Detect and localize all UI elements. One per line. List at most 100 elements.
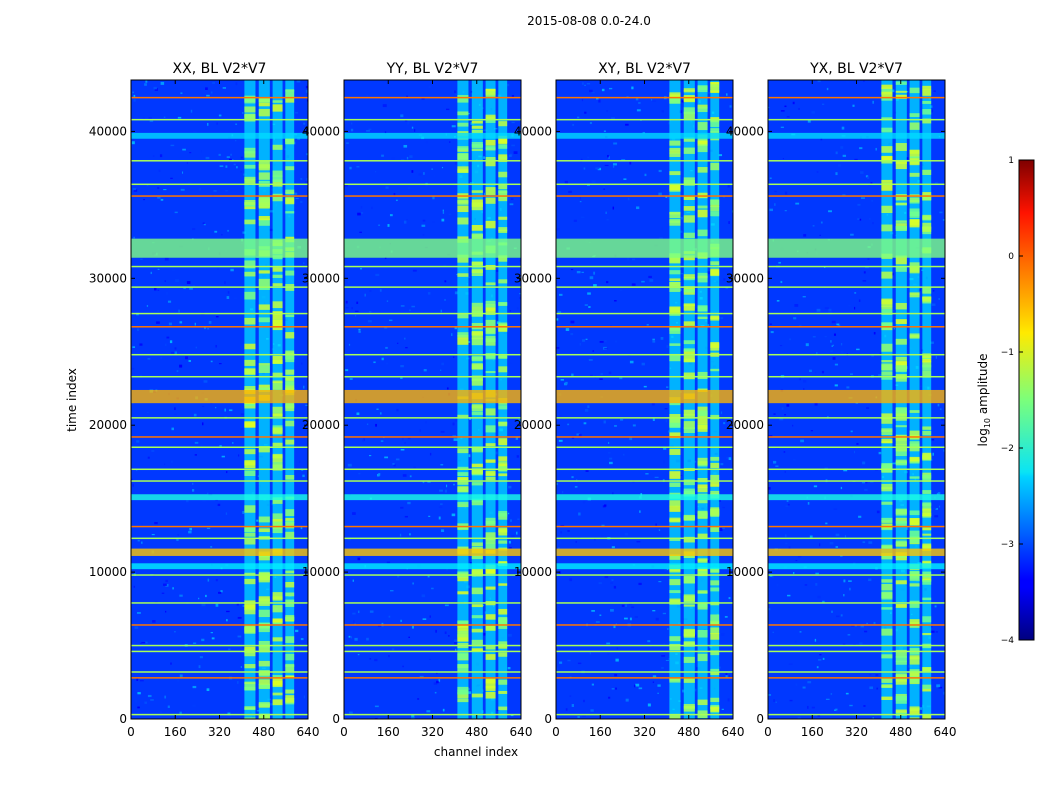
noise-cell <box>934 515 939 518</box>
noise-cell <box>773 413 776 415</box>
noise-cell <box>133 189 138 192</box>
noise-cell <box>404 337 406 340</box>
noise-cell <box>727 184 730 188</box>
noise-cell <box>221 234 223 236</box>
noise-cell <box>788 663 793 665</box>
noise-cell <box>906 526 909 530</box>
rfi-channel-patch <box>895 437 907 445</box>
noise-cell <box>610 582 614 584</box>
rfi-channel-patch <box>244 368 256 375</box>
rfi-channel-patch <box>909 292 920 295</box>
noise-cell <box>151 450 155 452</box>
rfi-channel-patch <box>909 510 920 516</box>
noise-cell <box>893 328 895 330</box>
noise-cell <box>795 202 800 205</box>
noise-cell <box>768 694 772 696</box>
rfi-channel-patch <box>895 256 907 265</box>
rfi-channel-patch <box>922 616 932 623</box>
rfi-channel-patch <box>909 717 920 719</box>
y-tick-label: 0 <box>544 712 552 726</box>
rfi-channel-patch <box>909 577 920 581</box>
noise-cell <box>647 640 651 643</box>
noise-cell <box>351 307 353 310</box>
noise-cell <box>695 513 699 516</box>
rfi-channel-patch <box>710 620 720 626</box>
noise-cell <box>226 610 230 613</box>
noise-cell <box>214 230 218 233</box>
rfi-channel-patch <box>498 325 508 332</box>
noise-cell <box>426 710 431 713</box>
rfi-channel-patch <box>285 403 295 412</box>
rfi-channel-patch <box>710 668 720 672</box>
noise-cell <box>611 117 615 121</box>
panels: XX, BL V2*V70 160 320 480 640010000200003000… <box>89 61 957 739</box>
rfi-channel-patch <box>922 474 932 482</box>
noise-cell <box>371 206 373 210</box>
noise-cell <box>141 642 146 644</box>
noise-cell <box>295 629 299 633</box>
rfi-channel-patch <box>697 602 708 608</box>
noise-cell <box>183 287 186 289</box>
noise-cell <box>186 281 191 285</box>
noise-cell <box>627 257 629 261</box>
noise-cell <box>179 711 182 715</box>
noise-cell <box>862 557 865 560</box>
noise-cell <box>857 203 861 206</box>
noise-cell <box>182 148 186 151</box>
noise-cell <box>192 482 194 485</box>
rfi-channel-patch <box>669 422 681 428</box>
rfi-channel-patch <box>471 542 483 547</box>
rfi-channel-patch <box>710 650 720 656</box>
rfi-channel-patch <box>457 414 469 418</box>
noise-cell <box>849 704 853 707</box>
rfi-channel-patch <box>285 653 295 661</box>
rfi-channel-patch <box>272 678 283 686</box>
noise-cell <box>652 418 655 422</box>
noise-cell <box>210 91 213 94</box>
noise-cell <box>434 691 437 694</box>
rfi-channel-patch <box>895 656 907 662</box>
noise-cell <box>840 486 843 490</box>
rfi-channel-patch <box>922 364 932 371</box>
rfi-channel-patch <box>258 108 270 117</box>
noise-cell <box>385 186 389 189</box>
flag-line <box>768 326 945 328</box>
noise-cell <box>143 199 146 201</box>
noise-cell <box>407 501 411 505</box>
noise-cell <box>356 412 360 415</box>
rfi-channel-patch <box>457 337 469 345</box>
noise-cell <box>624 532 629 536</box>
noise-cell <box>192 285 196 288</box>
rfi-channel-patch <box>485 476 496 481</box>
noise-cell <box>192 685 197 689</box>
flag-line <box>556 525 733 528</box>
noise-cell <box>508 633 512 637</box>
rfi-channel-patch <box>697 316 708 320</box>
rfi-channel-patch <box>669 537 681 541</box>
noise-cell <box>935 355 938 359</box>
rfi-channel-patch <box>710 261 720 266</box>
noise-cell <box>680 474 683 477</box>
noise-cell <box>614 425 617 427</box>
rfi-channel-patch <box>258 363 270 366</box>
rfi-channel-patch <box>285 522 295 529</box>
noise-cell <box>861 197 865 199</box>
rfi-channel-patch <box>244 505 256 513</box>
noise-cell <box>386 362 388 365</box>
noise-cell <box>137 692 141 695</box>
noise-cell <box>356 301 359 304</box>
noise-cell <box>219 165 224 167</box>
noise-cell <box>345 307 349 309</box>
noise-cell <box>305 85 308 89</box>
rfi-channel-patch <box>669 643 681 651</box>
noise-cell <box>431 168 433 170</box>
noise-cell <box>368 128 372 130</box>
noise-cell <box>569 578 573 582</box>
time-band <box>344 548 521 556</box>
noise-cell <box>207 122 209 126</box>
noise-cell <box>409 475 412 478</box>
rfi-channel-patch <box>485 307 496 315</box>
rfi-channel-patch <box>498 135 508 144</box>
noise-cell <box>856 442 859 445</box>
noise-cell <box>786 404 790 407</box>
